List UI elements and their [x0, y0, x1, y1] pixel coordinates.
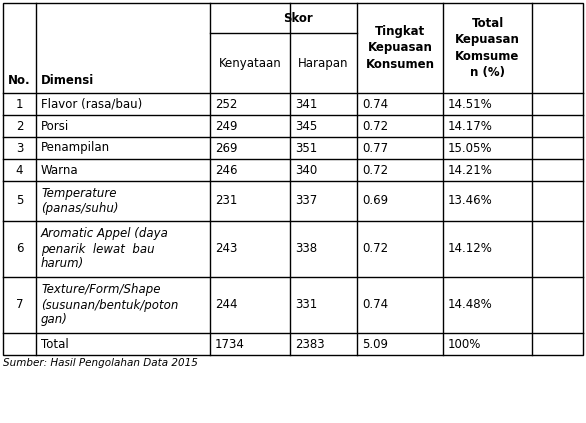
Text: Skor: Skor: [284, 11, 314, 25]
Text: 231: 231: [215, 195, 237, 208]
Text: 0.72: 0.72: [362, 242, 388, 255]
Text: 14.48%: 14.48%: [448, 299, 493, 311]
Text: No.: No.: [8, 74, 31, 87]
Text: 3: 3: [16, 142, 23, 154]
Text: 0.77: 0.77: [362, 142, 388, 154]
Text: Total: Total: [41, 338, 69, 351]
Text: 5: 5: [16, 195, 23, 208]
Text: 15.05%: 15.05%: [448, 142, 492, 154]
Text: Aromatic Appel (daya
penarik  lewat  bau
harum): Aromatic Appel (daya penarik lewat bau h…: [41, 228, 169, 270]
Text: 337: 337: [295, 195, 317, 208]
Text: 0.72: 0.72: [362, 164, 388, 176]
Text: Warna: Warna: [41, 164, 79, 176]
Text: 14.51%: 14.51%: [448, 97, 493, 110]
Text: 252: 252: [215, 97, 237, 110]
Text: 14.17%: 14.17%: [448, 120, 493, 132]
Text: 7: 7: [16, 299, 23, 311]
Text: 1734: 1734: [215, 338, 245, 351]
Text: Sumber: Hasil Pengolahan Data 2015: Sumber: Hasil Pengolahan Data 2015: [3, 358, 198, 368]
Text: 100%: 100%: [448, 338, 481, 351]
Text: 5.09: 5.09: [362, 338, 388, 351]
Text: 345: 345: [295, 120, 317, 132]
Text: Flavor (rasa/bau): Flavor (rasa/bau): [41, 97, 142, 110]
Text: 14.12%: 14.12%: [448, 242, 493, 255]
Text: Harapan: Harapan: [298, 57, 349, 69]
Text: 2: 2: [16, 120, 23, 132]
Text: 0.74: 0.74: [362, 97, 388, 110]
Text: 331: 331: [295, 299, 317, 311]
Text: Tingkat
Kepuasan
Konsumen: Tingkat Kepuasan Konsumen: [366, 25, 434, 71]
Text: 340: 340: [295, 164, 317, 176]
Bar: [3, 3, 583, 355]
Text: 243: 243: [215, 242, 237, 255]
Text: Texture/Form/Shape
(susunan/bentuk/poton
gan): Texture/Form/Shape (susunan/bentuk/poton…: [41, 283, 178, 327]
Text: 244: 244: [215, 299, 237, 311]
Text: Kenyataan: Kenyataan: [219, 57, 281, 69]
Text: 246: 246: [215, 164, 237, 176]
Text: 351: 351: [295, 142, 317, 154]
Text: Temperature
(panas/suhu): Temperature (panas/suhu): [41, 187, 118, 215]
Text: Porsi: Porsi: [41, 120, 69, 132]
Text: 13.46%: 13.46%: [448, 195, 493, 208]
Text: 14.21%: 14.21%: [448, 164, 493, 176]
Text: 0.74: 0.74: [362, 299, 388, 311]
Text: 1: 1: [16, 97, 23, 110]
Text: 4: 4: [16, 164, 23, 176]
Text: 338: 338: [295, 242, 317, 255]
Text: 249: 249: [215, 120, 237, 132]
Text: 2383: 2383: [295, 338, 325, 351]
Text: Total
Kepuasan
Komsume
n (%): Total Kepuasan Komsume n (%): [455, 17, 520, 79]
Text: 0.69: 0.69: [362, 195, 388, 208]
Text: 6: 6: [16, 242, 23, 255]
Text: Dimensi: Dimensi: [41, 74, 94, 87]
Text: 341: 341: [295, 97, 318, 110]
Text: 0.72: 0.72: [362, 120, 388, 132]
Text: Penampilan: Penampilan: [41, 142, 110, 154]
Text: 269: 269: [215, 142, 237, 154]
